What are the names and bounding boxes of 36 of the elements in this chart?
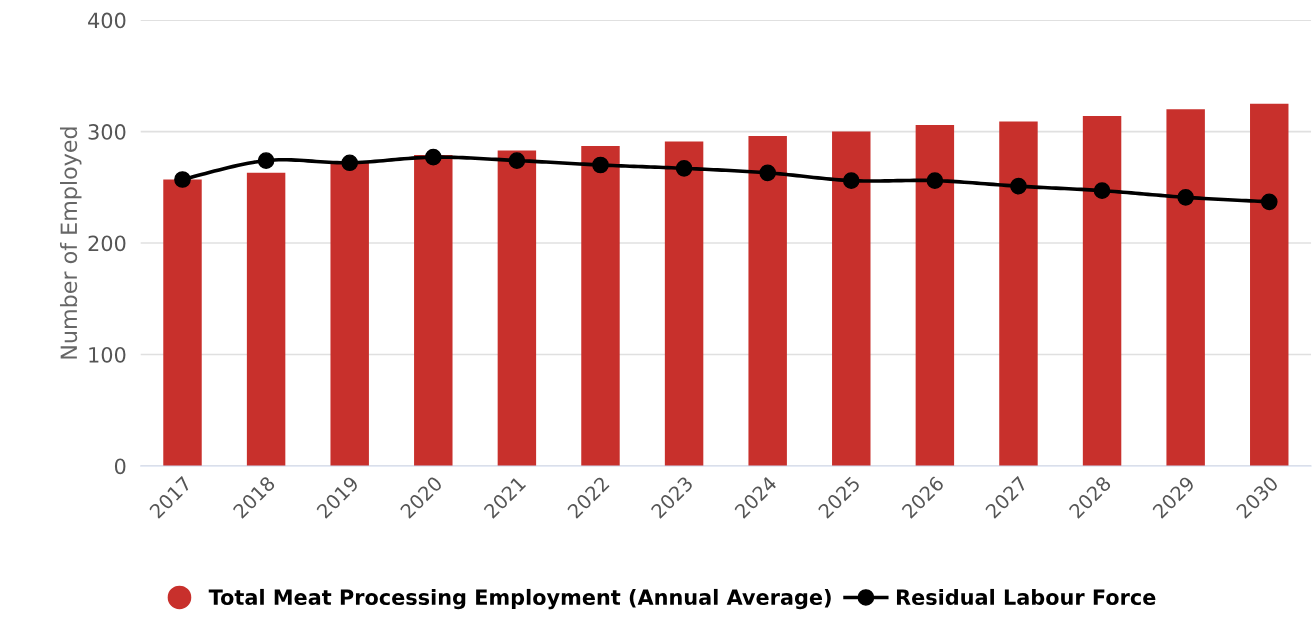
bar [748, 136, 787, 466]
point [1260, 193, 1278, 211]
point [1177, 188, 1194, 206]
bar [1166, 109, 1205, 466]
point [842, 172, 860, 189]
point [341, 154, 359, 172]
legend-label: Total Meat Processing Employment (Annual Average) [208, 588, 831, 610]
y-tick-label: 100 [89, 346, 126, 363]
bar [414, 154, 453, 466]
bar [246, 172, 286, 466]
legend-label: Residual Labour Force [896, 588, 1156, 606]
bar [1250, 103, 1289, 466]
bar [1082, 115, 1122, 466]
y-tick-label: 400 [88, 12, 126, 29]
bar [581, 146, 620, 466]
point [174, 171, 191, 188]
y-tick-label: 0 [114, 458, 126, 475]
point [1010, 177, 1027, 195]
y-axis-title: Number of Employed [59, 127, 82, 359]
point [675, 160, 693, 177]
bar [999, 121, 1038, 466]
y-tick-label: 300 [88, 124, 126, 140]
y-tick-label: 200 [88, 235, 126, 252]
bar [832, 131, 871, 466]
bar [497, 150, 537, 466]
point [926, 172, 944, 189]
bar [664, 141, 704, 466]
point [1093, 182, 1111, 199]
bar [163, 179, 202, 466]
point [759, 164, 777, 182]
bar [330, 161, 369, 466]
bar [915, 124, 955, 466]
point [257, 152, 275, 169]
point [508, 152, 526, 169]
point [424, 148, 442, 166]
point [592, 156, 609, 174]
